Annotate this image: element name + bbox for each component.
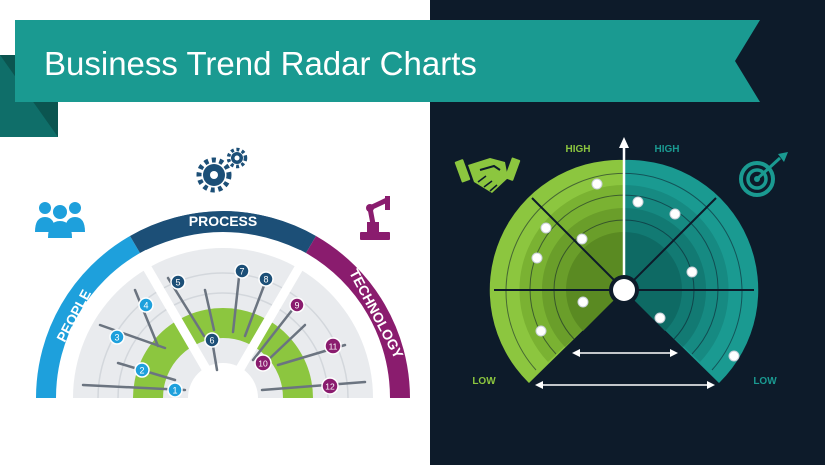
process-banner [138,211,308,250]
left-radar-chart: PROCESS PEOPLE TECHNOLOGY 1 2 [35,147,410,401]
trend-line-12 [260,380,367,392]
ring-mid [117,292,329,399]
label-low-right: LOW [753,376,777,387]
marker-12: 12 [321,377,339,395]
marker-4: 4 [138,297,154,313]
title-banner: Business Trend Radar Charts [0,20,760,137]
marker-3: 3 [109,329,125,345]
svg-text:10: 10 [258,359,268,369]
trend-line-5b [203,288,216,332]
hub [613,279,635,301]
segment-technology [306,236,410,398]
svg-text:1: 1 [172,386,177,396]
marker-11: 11 [324,337,342,355]
banner-ribbon [15,20,760,102]
page-title: Business Trend Radar Charts [44,45,477,82]
svg-text:5: 5 [175,278,180,288]
trend-line-9b [266,323,307,362]
trend-line-3 [98,323,167,350]
segment-people [36,236,140,398]
marker-8: 8 [258,271,274,287]
svg-text:6: 6 [209,336,214,346]
svg-text:3: 3 [114,333,119,343]
robot-arm-icon [360,196,390,240]
range-arrows [541,352,709,386]
left-chart-core [188,363,258,398]
target-icon [739,152,788,197]
segment-label-process: PROCESS [189,213,257,229]
marker-10: 10 [254,354,272,372]
radial-dividers [494,197,754,291]
people-icon [35,202,85,238]
teal-ring-4 [624,232,682,331]
trend-line-4 [133,288,160,348]
svg-text:11: 11 [329,342,338,352]
svg-text:12: 12 [325,382,335,392]
marker-5: 5 [170,274,186,290]
label-high-right: HIGH [655,144,680,155]
trend-line-7 [231,266,242,334]
marker-2: 2 [134,362,150,378]
axis-arrowhead [619,137,629,148]
marker-7: 7 [234,263,250,279]
label-low-left: LOW [472,376,496,387]
svg-text:8: 8 [263,275,268,285]
svg-text:4: 4 [143,301,148,311]
gears-icon [196,147,248,193]
marker-1: 1 [167,382,183,398]
handshake-icon [454,157,521,193]
arrow-heads [535,349,715,389]
lime-band [133,308,313,398]
label-high-left: HIGH [566,144,591,155]
svg-text:2: 2 [139,366,144,376]
marker-6: 6 [204,332,220,348]
marker-9: 9 [289,297,305,313]
data-points [531,178,740,362]
right-radar-chart: HIGH HIGH LOW LOW [454,137,788,389]
svg-text:7: 7 [239,267,244,277]
svg-text:9: 9 [294,301,299,311]
